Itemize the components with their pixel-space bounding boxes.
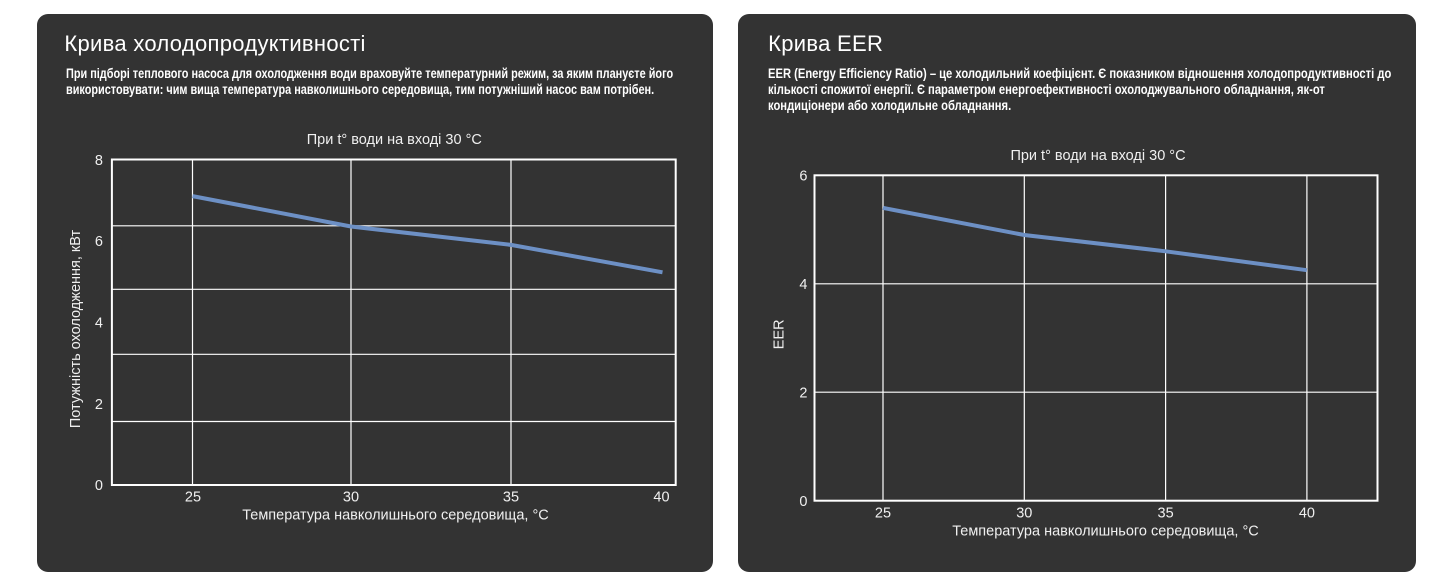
svg-text:25: 25	[185, 490, 201, 506]
svg-text:30: 30	[1016, 506, 1032, 522]
svg-text:6: 6	[799, 169, 807, 185]
svg-text:4: 4	[95, 316, 103, 332]
svg-text:При t° води на вході 30 °C: При t° води на вході 30 °C	[1010, 148, 1185, 164]
svg-text:Температура навколишнього сере: Температура навколишнього середовища, °C	[242, 508, 549, 524]
svg-text:0: 0	[95, 478, 103, 494]
svg-text:При t° води на вході 30 °C: При t° води на вході 30 °C	[307, 132, 482, 148]
svg-text:40: 40	[1299, 506, 1315, 522]
svg-text:2: 2	[95, 397, 103, 413]
svg-text:Потужність охолодження, кВт: Потужність охолодження, кВт	[68, 230, 84, 429]
svg-text:0: 0	[799, 494, 807, 510]
svg-text:40: 40	[653, 490, 669, 506]
svg-text:2: 2	[799, 385, 807, 401]
svg-text:6: 6	[95, 234, 103, 250]
svg-text:EER: EER	[771, 319, 787, 349]
svg-text:35: 35	[503, 490, 519, 506]
svg-text:30: 30	[343, 490, 359, 506]
svg-text:35: 35	[1158, 506, 1174, 522]
svg-text:8: 8	[95, 153, 103, 169]
svg-text:25: 25	[875, 506, 891, 522]
svg-text:4: 4	[799, 277, 807, 293]
svg-text:Температура навколишнього сере: Температура навколишнього середовища, °C	[952, 523, 1259, 539]
